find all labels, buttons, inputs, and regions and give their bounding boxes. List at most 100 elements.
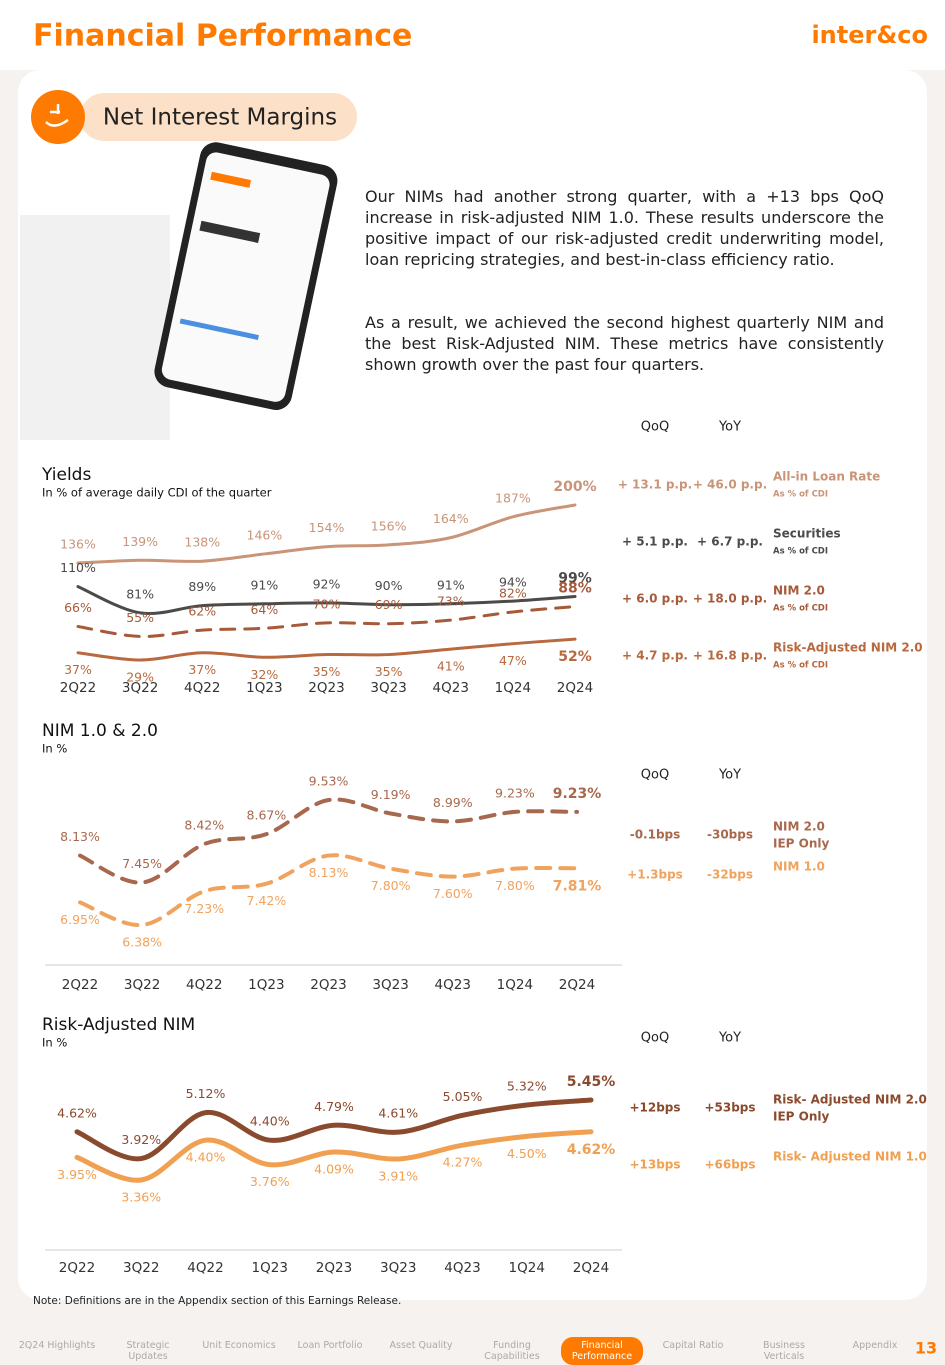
value-label: 7.42% (247, 893, 287, 908)
nav-item[interactable]: Asset Quality (389, 1340, 453, 1351)
yoy: + 16.8 p.p. (693, 649, 767, 663)
value-label: 62% (188, 604, 216, 619)
table-header: QoQ (641, 1031, 669, 1046)
value-label: 110% (60, 560, 96, 575)
x-tick-label: 4Q23 (444, 1260, 480, 1276)
value-label: 8.67% (247, 808, 287, 823)
x-tick-label: 3Q22 (123, 1260, 159, 1276)
qoq: +13bps (629, 1158, 680, 1172)
nav-item[interactable]: Financial Performance (561, 1337, 643, 1365)
value-label: 156% (371, 518, 407, 533)
nav-item[interactable]: 2Q24 Highlights (18, 1340, 96, 1351)
x-tick-label: 2Q24 (573, 1260, 609, 1276)
qoq: + 13.1 p.p. (618, 478, 692, 492)
table-header: QoQ (641, 420, 669, 435)
value-label: 47% (499, 653, 527, 668)
legend-note: IEP Only (773, 837, 829, 851)
x-tick-label: 1Q23 (248, 977, 284, 993)
value-label: 89% (188, 579, 216, 594)
qoq: + 4.7 p.p. (622, 649, 688, 663)
section-title: Net Interest Margins (103, 105, 337, 131)
legend-name: NIM 2.0 (773, 584, 825, 598)
series-line (76, 585, 577, 616)
yoy: -30bps (707, 828, 753, 842)
yoy: +53bps (704, 1101, 755, 1115)
yoy: -32bps (707, 868, 753, 882)
x-tick-label: 1Q24 (497, 977, 533, 993)
legend-note: As % of CDI (773, 490, 828, 500)
qoq: +1.3bps (627, 868, 683, 882)
value-label: 9.53% (309, 774, 349, 789)
legend-name: Risk- Adjusted NIM 1.0 (773, 1150, 927, 1164)
x-tick-label: 1Q23 (252, 1260, 288, 1276)
nav-item[interactable]: Loan Portfolio (297, 1340, 363, 1351)
value-label: 154% (309, 520, 345, 535)
x-tick-label: 4Q22 (184, 680, 220, 696)
page-title: Financial Performance (33, 19, 412, 54)
value-label: 139% (122, 534, 158, 549)
x-tick-label: 4Q22 (186, 977, 222, 993)
value-label: 4.09% (314, 1162, 354, 1177)
value-label: 64% (250, 602, 278, 617)
series-line (78, 853, 579, 928)
value-label: 3.95% (57, 1167, 97, 1182)
value-label: 70% (313, 596, 341, 611)
nav-item[interactable]: Unit Economics (202, 1340, 276, 1351)
x-tick-label: 3Q22 (124, 977, 160, 993)
value-label: 4.27% (443, 1155, 483, 1170)
value-label: 37% (64, 662, 92, 677)
nav-item[interactable]: Business Verticals (763, 1340, 805, 1362)
x-tick-label: 1Q24 (495, 680, 531, 696)
value-label: 66% (64, 600, 92, 615)
footnote: Note: Definitions are in the Appendix se… (33, 1295, 401, 1307)
value-label: 7.60% (433, 886, 473, 901)
yoy: + 6.7 p.p. (697, 535, 763, 549)
value-label: 41% (437, 659, 465, 674)
x-tick-label: 1Q23 (246, 680, 282, 696)
value-label: 3.91% (378, 1168, 418, 1183)
value-label: 5.32% (507, 1078, 547, 1093)
value-label: 4.61% (378, 1106, 418, 1121)
yoy: + 18.0 p.p. (693, 592, 767, 606)
nav-item[interactable]: Capital Ratio (662, 1340, 724, 1351)
x-tick-label: 3Q23 (372, 977, 408, 993)
value-label: 7.23% (184, 901, 224, 916)
value-label: 5.12% (186, 1086, 226, 1101)
value-label: 69% (375, 597, 403, 612)
value-label: 7.45% (122, 856, 162, 871)
x-tick-label: 3Q22 (122, 680, 158, 696)
value-label: 7.80% (495, 878, 535, 893)
value-label: 200% (553, 479, 596, 495)
value-label: 9.19% (371, 787, 411, 802)
x-tick-label: 2Q22 (62, 977, 98, 993)
value-label: 92% (313, 576, 341, 591)
value-label: 55% (126, 610, 154, 625)
value-label: 3.76% (250, 1174, 290, 1189)
legend-note: As % of CDI (773, 604, 828, 614)
value-label: 8.13% (60, 829, 100, 844)
value-label: 6.95% (60, 912, 100, 927)
nav-item[interactable]: Strategic Updates (126, 1340, 170, 1362)
nav-item[interactable]: Appendix (852, 1340, 898, 1351)
series-line (74, 1097, 594, 1162)
value-label: 7.81% (553, 878, 602, 894)
x-tick-label: 2Q22 (60, 680, 96, 696)
value-label: 9.23% (495, 785, 535, 800)
chart-title: NIM 1.0 & 2.0 (42, 721, 158, 741)
legend-name: NIM 2.0 (773, 820, 825, 834)
legend-note: As % of CDI (773, 661, 828, 671)
value-label: 4.40% (186, 1150, 226, 1165)
section-pill (80, 93, 357, 141)
yoy: +66bps (704, 1158, 755, 1172)
value-label: 52% (558, 649, 592, 665)
value-label: 37% (188, 662, 216, 677)
qoq: -0.1bps (630, 828, 681, 842)
top-band (0, 0, 945, 70)
legend-note: IEP Only (773, 1110, 829, 1124)
series-line (74, 1129, 594, 1183)
x-tick-label: 1Q24 (509, 1260, 545, 1276)
nav-item[interactable]: Funding Capabilities (484, 1340, 540, 1362)
table-header: YoY (718, 1031, 741, 1046)
table-header: YoY (718, 420, 741, 435)
x-tick-label: 3Q23 (370, 680, 406, 696)
